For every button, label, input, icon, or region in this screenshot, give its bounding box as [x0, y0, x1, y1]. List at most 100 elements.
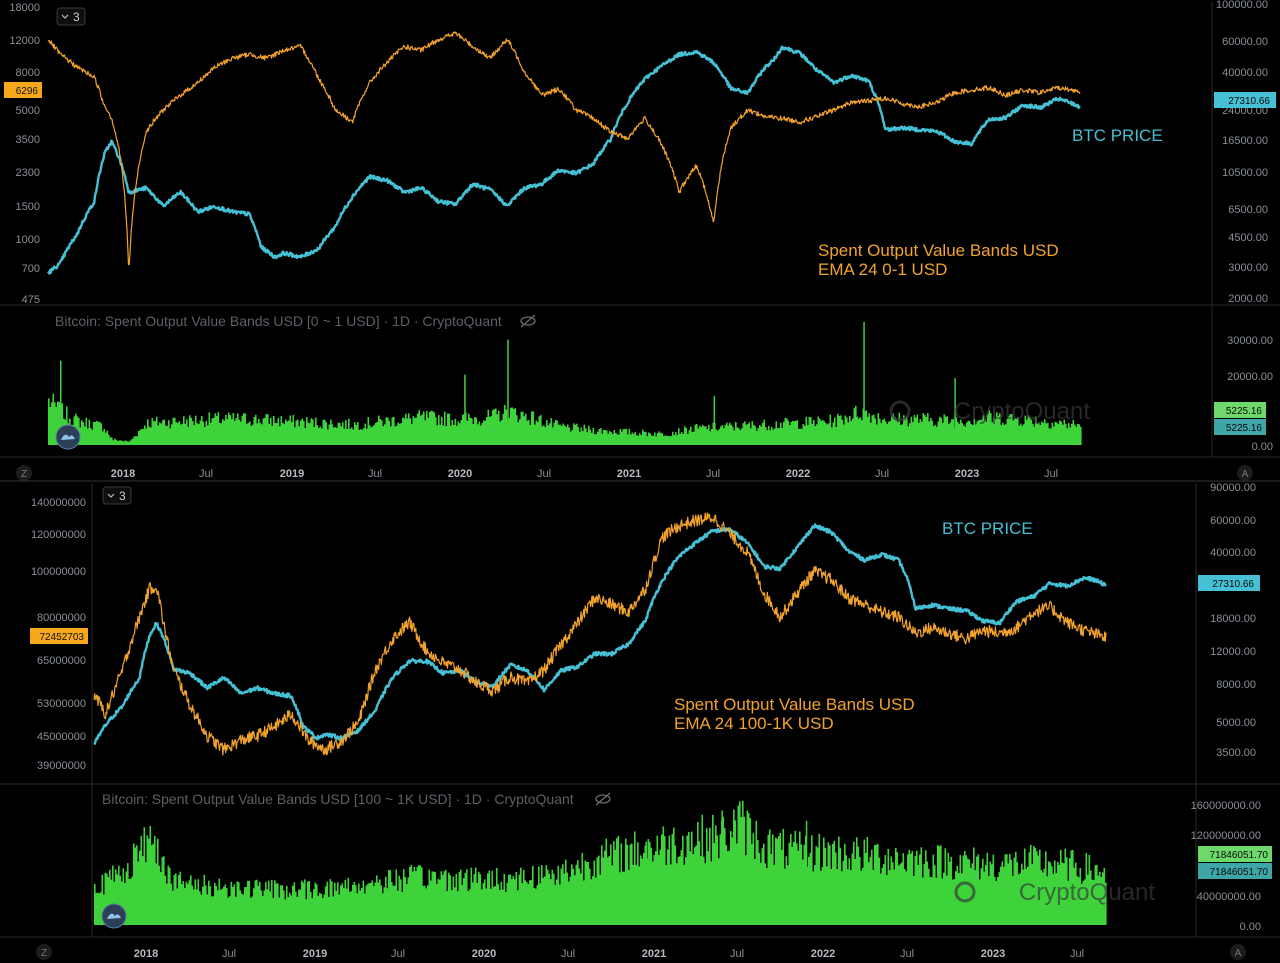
hide-eye-icon[interactable] — [595, 792, 611, 806]
volume-bar — [349, 891, 351, 925]
button-label: Z — [21, 469, 27, 480]
volume-bar — [758, 853, 761, 925]
volume-bar — [263, 890, 266, 925]
volume-bar — [889, 870, 891, 925]
volume-bar — [1051, 866, 1053, 925]
auto-scale-button[interactable]: A — [1230, 944, 1246, 960]
volume-bar — [224, 884, 227, 925]
volume-bar — [166, 883, 168, 925]
volume-bar — [663, 436, 665, 445]
volume-bar — [133, 843, 135, 925]
volume-bar — [1032, 423, 1034, 445]
volume-bar — [964, 426, 967, 445]
volume-bar — [1068, 423, 1070, 445]
x-axis-tick: Jul — [1044, 468, 1058, 480]
volume-bar — [622, 871, 624, 925]
volume-bar — [442, 425, 445, 445]
volume-bar — [969, 421, 971, 445]
volume-bar — [823, 421, 826, 445]
volume-bar — [301, 418, 304, 445]
hide-eye-icon[interactable] — [520, 314, 536, 328]
volume-bar — [1060, 421, 1063, 445]
volume-bar — [569, 876, 572, 925]
volume-bar — [607, 857, 609, 925]
volume-bar — [661, 834, 663, 925]
volume-bar — [778, 428, 781, 445]
volume-bar — [979, 879, 981, 925]
volume-bar — [412, 416, 415, 445]
right-axis-tick: 3000.00 — [1228, 262, 1268, 274]
volume-bar — [529, 880, 531, 925]
volume-bar — [985, 421, 988, 445]
volume-bar — [409, 418, 412, 445]
volume-bar — [466, 869, 468, 925]
volume-bar — [854, 859, 857, 925]
volume-bar — [462, 414, 464, 445]
volume-bar — [478, 871, 480, 925]
volume-bar — [649, 433, 652, 445]
volume-bar — [656, 835, 659, 925]
volume-bar — [303, 420, 305, 445]
volume-bar — [827, 842, 830, 925]
volume-bar — [1042, 422, 1045, 445]
volume-bar — [322, 419, 325, 445]
volume-bar — [693, 431, 695, 445]
volume-bar — [877, 843, 879, 925]
volume-bar — [388, 420, 391, 445]
volume-bar — [143, 827, 146, 925]
volume-bar — [940, 845, 942, 925]
volume-bar — [727, 851, 729, 925]
auto-scale-button[interactable]: A — [1237, 465, 1253, 481]
volume-bar — [468, 413, 470, 445]
collapse-control[interactable]: 3 — [56, 7, 86, 26]
volume-bar — [1105, 882, 1107, 925]
volume-bar — [577, 860, 579, 925]
volume-bar — [1091, 879, 1094, 925]
volume-bar — [683, 864, 686, 925]
volume-bar — [231, 419, 233, 445]
chevron-down-icon — [61, 14, 69, 19]
volume-bar — [696, 424, 698, 445]
volume-bar — [52, 393, 55, 445]
volume-bar — [757, 839, 759, 925]
volume-bar — [492, 410, 494, 445]
volume-bar — [1102, 872, 1104, 925]
volume-bar — [557, 865, 560, 925]
zoom-reset-button[interactable]: Z — [16, 465, 32, 481]
volume-bar — [392, 885, 395, 925]
volume-bar — [256, 879, 258, 925]
volume-bar — [474, 417, 476, 445]
volume-bar — [148, 838, 150, 925]
volume-bar — [376, 422, 379, 445]
volume-bar — [1023, 424, 1025, 445]
volume-bar — [1099, 871, 1101, 925]
collapse-control[interactable]: 3 — [102, 486, 132, 505]
volume-bar — [370, 882, 372, 925]
volume-bar — [867, 416, 869, 445]
volume-bar — [901, 424, 904, 445]
volume-bar — [302, 882, 305, 925]
volume-bar — [608, 855, 611, 925]
volume-bar — [592, 876, 594, 925]
volume-bar — [296, 896, 299, 925]
volume-bar — [821, 867, 824, 925]
volume-bar — [929, 876, 932, 925]
volume-bar — [397, 422, 400, 445]
btc-price-label: BTC PRICE — [1072, 126, 1163, 145]
right-current-badge — [1198, 575, 1260, 591]
volume-bar — [290, 895, 293, 925]
volume-bar — [1069, 858, 1071, 925]
volume-bar — [232, 413, 235, 445]
volume-bar — [728, 850, 731, 925]
volume-bar — [379, 419, 382, 445]
volume-bar — [487, 873, 489, 925]
volume-bar — [1090, 870, 1092, 925]
volume-bar — [1078, 877, 1080, 925]
volume-bar — [804, 425, 806, 445]
volume-bar — [368, 883, 371, 925]
volume-bar — [904, 869, 906, 925]
volume-bar — [1018, 874, 1020, 925]
zoom-reset-button[interactable]: Z — [36, 944, 52, 960]
volume-bar — [1069, 427, 1072, 445]
volume-bar — [706, 828, 708, 925]
